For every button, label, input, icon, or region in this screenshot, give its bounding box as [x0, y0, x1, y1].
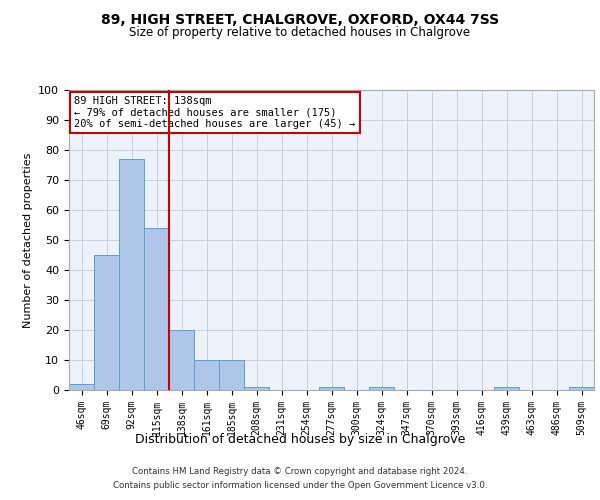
Bar	[244, 387, 269, 390]
Bar	[569, 387, 594, 390]
Bar	[369, 387, 394, 390]
Bar	[194, 360, 219, 390]
Bar	[494, 387, 519, 390]
Text: Size of property relative to detached houses in Chalgrove: Size of property relative to detached ho…	[130, 26, 470, 39]
Bar	[169, 330, 194, 390]
Text: Contains HM Land Registry data © Crown copyright and database right 2024.
Contai: Contains HM Land Registry data © Crown c…	[113, 468, 487, 489]
Bar	[94, 255, 119, 390]
Text: Distribution of detached houses by size in Chalgrove: Distribution of detached houses by size …	[135, 432, 465, 446]
Text: 89, HIGH STREET, CHALGROVE, OXFORD, OX44 7SS: 89, HIGH STREET, CHALGROVE, OXFORD, OX44…	[101, 12, 499, 26]
Bar	[119, 159, 144, 390]
Y-axis label: Number of detached properties: Number of detached properties	[23, 152, 33, 328]
Bar	[69, 384, 94, 390]
Bar	[319, 387, 344, 390]
Bar	[219, 360, 244, 390]
Text: 89 HIGH STREET: 138sqm
← 79% of detached houses are smaller (175)
20% of semi-de: 89 HIGH STREET: 138sqm ← 79% of detached…	[74, 96, 355, 129]
Bar	[144, 228, 169, 390]
